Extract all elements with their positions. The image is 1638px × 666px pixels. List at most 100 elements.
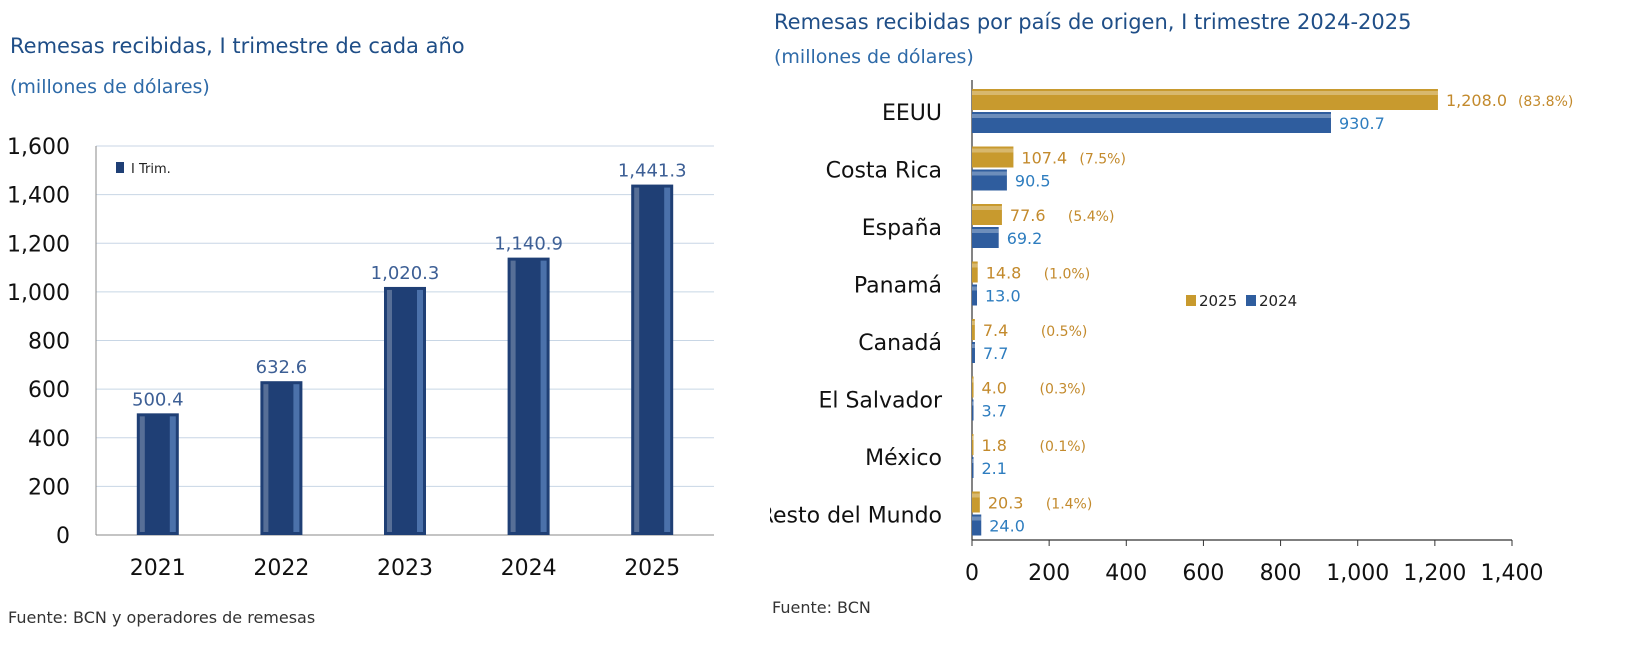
category-label: EEUU xyxy=(882,101,942,126)
bar-2025 xyxy=(972,261,978,283)
x-tick-label: 400 xyxy=(1105,561,1147,586)
bar-2025-value-label: 4.0 xyxy=(982,379,1007,398)
bar-2025-share-label: (83.8%) xyxy=(1518,94,1573,110)
x-tick-label: 2024 xyxy=(501,556,557,581)
bar-2024 xyxy=(972,227,999,248)
y-tick-label: 400 xyxy=(28,427,70,452)
bar-2024-value-label: 2.1 xyxy=(982,459,1007,478)
bar-value-label: 1,441.3 xyxy=(618,161,687,182)
right-bar-chart: 0 200 400 600 800 1,000 1,200 1,400 EEUU 1,208.0 (… xyxy=(770,80,1573,586)
x-tick-label: 2021 xyxy=(130,556,186,581)
bar-2025-value-label: 1,208.0 xyxy=(1446,91,1507,110)
bar-2025 xyxy=(972,204,1002,225)
category-label: Costa Rica xyxy=(826,159,942,184)
bar-2024 xyxy=(972,342,975,363)
bar-2025-share-label: (1.0%) xyxy=(1044,267,1091,283)
bar-highlight xyxy=(387,289,392,532)
x-tick-label: 200 xyxy=(1028,561,1070,586)
bar-highlight xyxy=(972,344,975,348)
legend-swatch-2024 xyxy=(1246,295,1256,306)
y-tick-label: 1,000 xyxy=(7,281,70,306)
category-label: Canadá xyxy=(858,331,942,356)
y-tick-label: 1,400 xyxy=(7,184,70,209)
category-label: Resto del Mundo xyxy=(770,504,942,529)
bar-2025-value-label: 107.4 xyxy=(1021,149,1067,168)
bar-highlight xyxy=(972,401,974,406)
left-chart-source: Fuente: BCN y operadores de remesas xyxy=(8,608,316,627)
bar-highlight xyxy=(972,516,982,521)
bar-2024-value-label: 7.7 xyxy=(983,344,1008,363)
bar-2025 xyxy=(972,89,1438,110)
bar-2024-value-label: 24.0 xyxy=(989,517,1025,536)
bar-2024-value-label: 69.2 xyxy=(1007,229,1043,248)
legend-label-2025: 2025 xyxy=(1199,292,1237,310)
category-label: España xyxy=(862,216,942,241)
bar-highlight xyxy=(293,384,300,532)
bar-2024 xyxy=(972,284,978,306)
bar-2024-value-label: 3.7 xyxy=(982,402,1007,421)
bar-highlight xyxy=(972,114,1331,118)
bar-highlight xyxy=(972,286,978,291)
bar-2025-value-label: 1.8 xyxy=(982,436,1007,455)
bar-highlight xyxy=(169,416,176,532)
y-tick-label: 200 xyxy=(28,475,70,500)
category-label: México xyxy=(865,446,942,471)
category-label: El Salvador xyxy=(818,389,942,414)
bar-2024 xyxy=(972,169,1007,191)
bar-2024-value-label: 90.5 xyxy=(1015,172,1051,191)
bar-highlight xyxy=(972,493,980,498)
bar-value-label: 1,140.9 xyxy=(494,234,563,255)
left-chart-panel: Remesas recibidas, I trimestre de cada a… xyxy=(0,0,760,666)
bar-2025 xyxy=(972,146,1014,168)
bar-2024 xyxy=(972,399,974,421)
category-label: Panamá xyxy=(854,274,942,299)
x-tick-label: 2025 xyxy=(624,556,680,581)
bar-2025 xyxy=(972,319,975,340)
bar-highlight xyxy=(972,459,974,463)
bar-highlight xyxy=(972,436,974,440)
y-tick-label: 600 xyxy=(28,378,70,403)
bar-highlight xyxy=(664,187,671,533)
bar-2025 xyxy=(972,491,980,513)
x-tick-label: 0 xyxy=(965,561,979,586)
x-tick-label: 1,200 xyxy=(1403,561,1466,586)
bar-value-label: 500.4 xyxy=(132,389,184,410)
left-chart-subtitle: (millones de dólares) xyxy=(10,76,210,98)
x-tick-label: 1,400 xyxy=(1481,561,1544,586)
bar-highlight xyxy=(417,289,423,532)
legend-label: I Trim. xyxy=(131,162,171,177)
bar-2025 xyxy=(972,434,974,455)
legend-swatch xyxy=(116,162,124,173)
bar-2025-share-label: (1.4%) xyxy=(1046,497,1093,513)
bar-2025-share-label: (0.3%) xyxy=(1040,382,1087,398)
bar-highlight xyxy=(540,260,547,532)
bar-highlight xyxy=(139,416,145,532)
right-chart-title: Remesas recibidas por país de origen, I … xyxy=(774,10,1412,34)
bar-2025-share-label: (0.5%) xyxy=(1041,324,1088,340)
bar-2025-value-label: 20.3 xyxy=(988,494,1024,513)
bar-2025-value-label: 77.6 xyxy=(1010,206,1046,225)
bar-2024-value-label: 930.7 xyxy=(1339,114,1385,133)
y-tick-label: 800 xyxy=(28,330,70,355)
y-tick-label: 0 xyxy=(56,524,70,549)
bar-2025-share-label: (7.5%) xyxy=(1079,152,1126,168)
bar-highlight xyxy=(972,91,1438,95)
bar-value-label: 632.6 xyxy=(256,357,308,378)
x-tick-label: 800 xyxy=(1260,561,1302,586)
bar-2024 xyxy=(972,514,982,536)
x-tick-label: 1,000 xyxy=(1326,561,1389,586)
y-tick-label: 1,200 xyxy=(7,232,70,257)
bar-2025-share-label: (5.4%) xyxy=(1068,209,1115,225)
x-tick-label: 2023 xyxy=(377,556,433,581)
left-bar-chart: 0 200 400 600 800 1,000 1,200 1,400 1,600 500.4 20… xyxy=(7,135,714,581)
bar-highlight xyxy=(972,148,1014,153)
bar-2025-value-label: 14.8 xyxy=(986,264,1022,283)
legend-label-2024: 2024 xyxy=(1259,292,1297,310)
right-chart-source: Fuente: BCN xyxy=(772,598,871,617)
bar-highlight xyxy=(634,187,640,533)
bar-highlight xyxy=(972,171,1007,176)
bar-2025 xyxy=(972,376,974,398)
bar-2025-value-label: 7.4 xyxy=(983,321,1008,340)
right-chart-panel: Remesas recibidas por país de origen, I … xyxy=(770,0,1638,666)
bar-highlight xyxy=(972,321,975,325)
